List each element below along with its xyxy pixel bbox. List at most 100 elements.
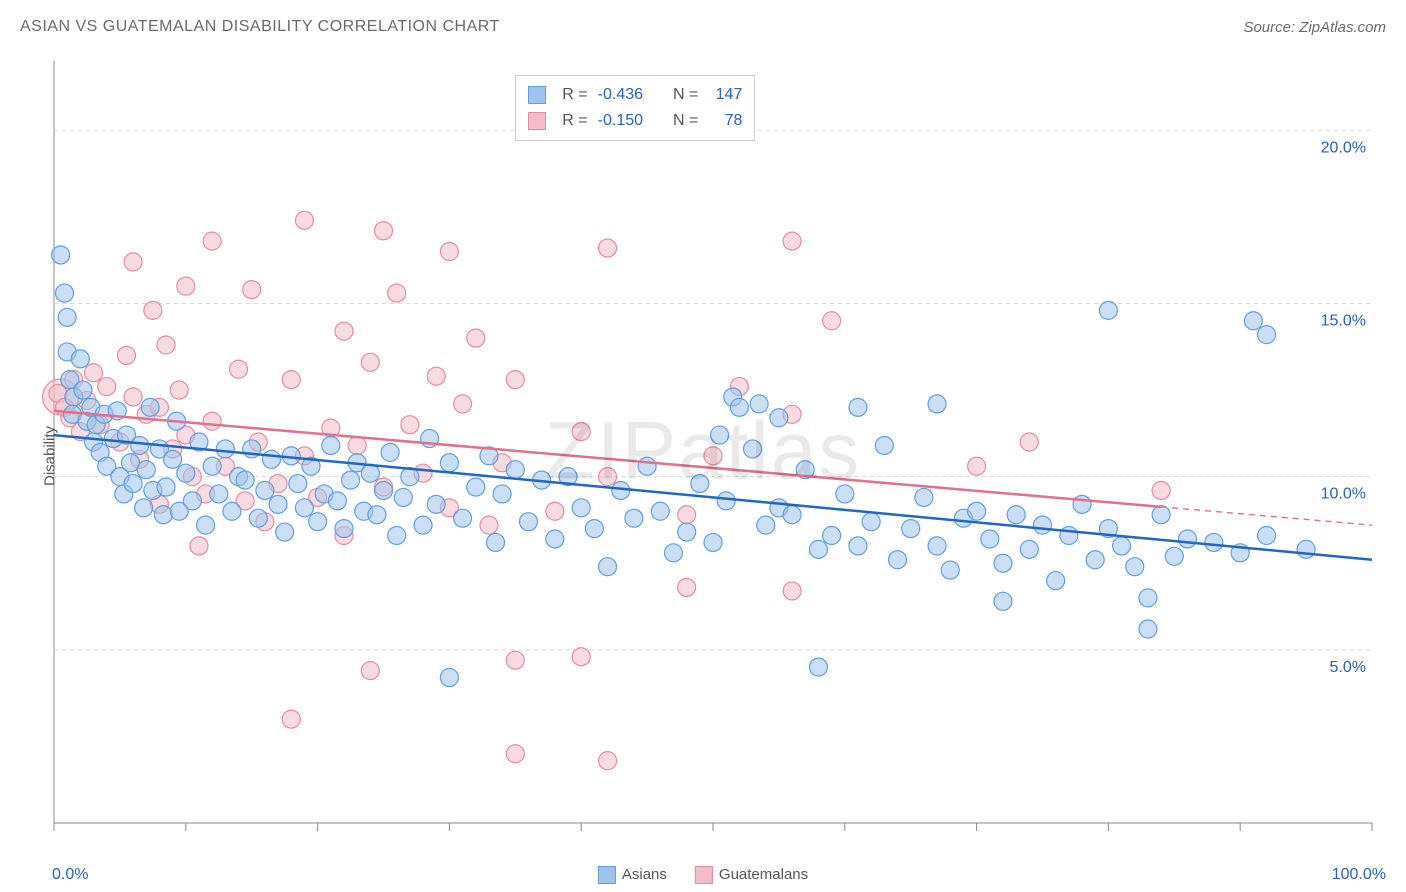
scatter-point (664, 544, 682, 562)
scatter-point (981, 530, 999, 548)
scatter-point (994, 554, 1012, 572)
scatter-point (230, 360, 248, 378)
legend-item: Asians (598, 866, 667, 884)
scatter-point (1244, 312, 1262, 330)
scatter-point (506, 461, 524, 479)
scatter-point (941, 561, 959, 579)
scatter-point (678, 506, 696, 524)
scatter-point (328, 492, 346, 510)
scatter-point (506, 651, 524, 669)
scatter-point (282, 710, 300, 728)
scatter-point (137, 461, 155, 479)
scatter-point (1099, 301, 1117, 319)
scatter-point (968, 457, 986, 475)
scatter-point (368, 506, 386, 524)
n-value: 78 (708, 108, 742, 134)
n-label: N = (673, 108, 698, 134)
scatter-point (223, 502, 241, 520)
svg-text:20.0%: 20.0% (1321, 139, 1366, 156)
scatter-point (197, 516, 215, 534)
scatter-point (335, 322, 353, 340)
scatter-point (783, 582, 801, 600)
scatter-point (135, 499, 153, 517)
scatter-point (203, 412, 221, 430)
scatter-point (170, 381, 188, 399)
scatter-point (994, 592, 1012, 610)
scatter-point (572, 648, 590, 666)
scatter-point (454, 509, 472, 527)
scatter-point (348, 436, 366, 454)
scatter-point (210, 485, 228, 503)
legend-row: R = -0.150 N = 78 (528, 108, 742, 134)
scatter-point (262, 450, 280, 468)
scatter-point (757, 516, 775, 534)
scatter-point (783, 506, 801, 524)
scatter-point (1165, 547, 1183, 565)
scatter-point (1258, 527, 1276, 545)
scatter-point (1178, 530, 1196, 548)
scatter-point (487, 533, 505, 551)
scatter-point (1007, 506, 1025, 524)
scatter-point (361, 662, 379, 680)
scatter-point (401, 416, 419, 434)
scatter-point (56, 284, 74, 302)
scatter-point (124, 475, 142, 493)
scatter-point (1060, 527, 1078, 545)
legend-row: R =-0.436N =147 (528, 82, 742, 108)
scatter-point (131, 436, 149, 454)
swatch-icon (528, 86, 546, 104)
scatter-point (704, 533, 722, 551)
scatter-point (249, 509, 267, 527)
scatter-point (678, 578, 696, 596)
scatter-point (1152, 481, 1170, 499)
y-axis-label: Disability (42, 426, 59, 486)
r-value: -0.150 (598, 108, 643, 134)
scatter-point (625, 509, 643, 527)
scatter-point (177, 277, 195, 295)
series-legend: Asians Guatemalans (598, 866, 808, 884)
chart-area: Disability 5.0%10.0%15.0%20.0% ZIPatlas … (20, 55, 1386, 857)
scatter-point (1020, 540, 1038, 558)
scatter-point (1034, 516, 1052, 534)
scatter-point (823, 527, 841, 545)
scatter-point (164, 450, 182, 468)
scatter-point (809, 540, 827, 558)
scatter-point (85, 364, 103, 382)
scatter-point (124, 253, 142, 271)
trend-line-dashed (1161, 507, 1372, 525)
r-value: -0.436 (598, 82, 643, 108)
scatter-point (546, 502, 564, 520)
scatter-point (394, 488, 412, 506)
scatter-point (572, 423, 590, 441)
scatter-point (1152, 506, 1170, 524)
scatter-point (295, 499, 313, 517)
scatter-point (1086, 551, 1104, 569)
x-axis-max: 100.0% (1332, 866, 1386, 884)
scatter-point (427, 495, 445, 513)
scatter-point (678, 523, 696, 541)
legend-label: Asians (622, 866, 667, 883)
swatch-icon (598, 866, 616, 884)
scatter-point (546, 530, 564, 548)
scatter-point (388, 284, 406, 302)
scatter-point (744, 440, 762, 458)
scatter-point (750, 395, 768, 413)
scatter-point (1205, 533, 1223, 551)
n-value: 147 (708, 82, 742, 108)
scatter-chart: 5.0%10.0%15.0%20.0% (20, 55, 1386, 857)
scatter-point (1258, 326, 1276, 344)
scatter-point (638, 457, 656, 475)
scatter-point (1020, 433, 1038, 451)
scatter-point (243, 281, 261, 299)
scatter-point (282, 371, 300, 389)
scatter-point (454, 395, 472, 413)
legend-item: Guatemalans (695, 866, 808, 884)
r-label: R = (562, 108, 587, 134)
scatter-point (375, 222, 393, 240)
scatter-point (493, 485, 511, 503)
scatter-point (506, 371, 524, 389)
scatter-point (862, 513, 880, 531)
scatter-point (849, 537, 867, 555)
scatter-point (1126, 558, 1144, 576)
scatter-point (58, 308, 76, 326)
